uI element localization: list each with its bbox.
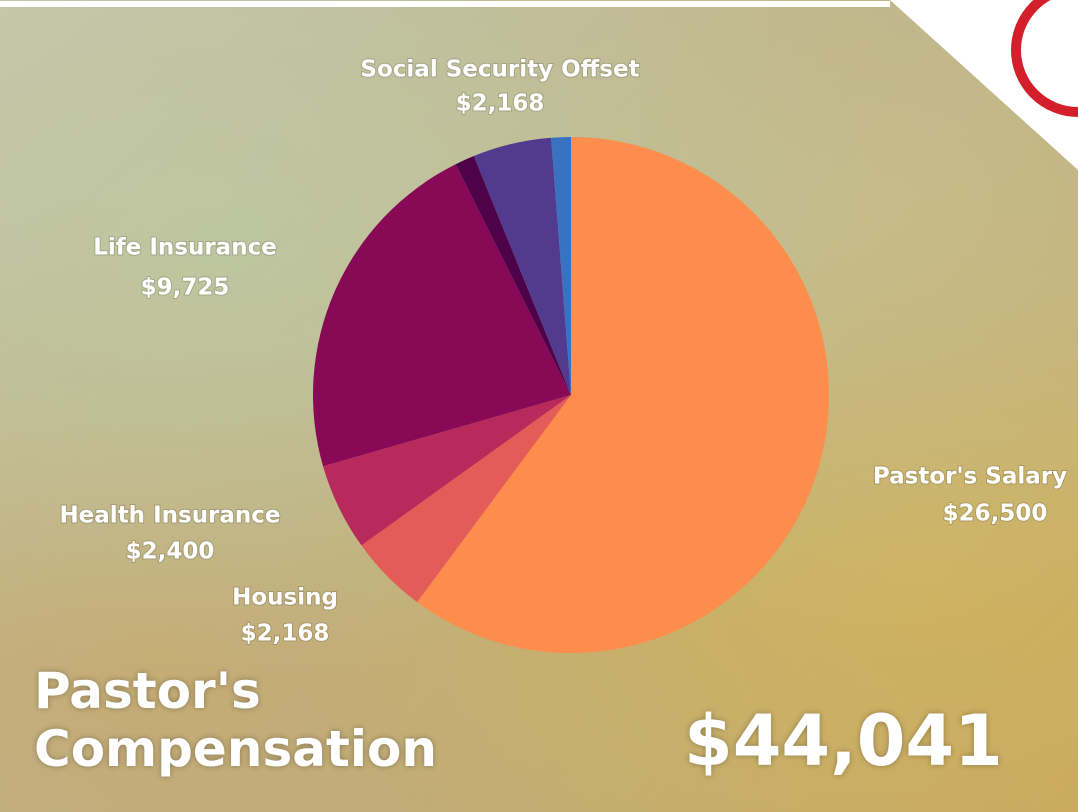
seal (1011, 0, 1078, 117)
slice-label: Social Security Offset (360, 57, 639, 83)
value-label: $26,500 (943, 501, 1048, 527)
pie-slice (323, 395, 571, 546)
pie-slice (473, 137, 571, 395)
value-label: $2,168 (456, 91, 545, 117)
pie-slice (313, 164, 571, 467)
value-label: $2,168 (241, 621, 330, 647)
slice-label: Health Insurance (59, 503, 280, 529)
pie-slice (361, 395, 571, 603)
slice-label: Housing (232, 585, 338, 611)
pie-slice (551, 137, 571, 395)
total: $44,041 (684, 700, 1003, 782)
value-label: $2,400 (126, 539, 215, 565)
slice-label: Pastor's Salary (873, 464, 1067, 490)
corner (890, 0, 1078, 170)
chart-title: Pastor's Compensation (34, 662, 437, 778)
pie-slice (417, 137, 829, 654)
value-label: $9,725 (141, 275, 230, 301)
slice-label: Life Insurance (93, 235, 277, 261)
pie-slice (455, 156, 571, 395)
